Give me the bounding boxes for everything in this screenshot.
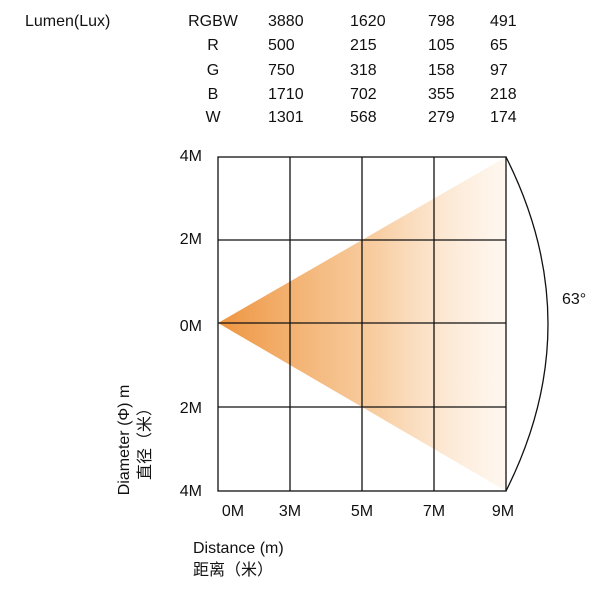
- row-label: G: [207, 62, 219, 79]
- table-title: Lumen(Lux): [25, 13, 110, 30]
- x-label: 3M: [279, 503, 301, 520]
- x-label: 0M: [222, 503, 244, 520]
- x-axis-title: Distance (m): [193, 540, 284, 557]
- y-axis-title-cn: 直径（米）: [136, 400, 154, 480]
- angle-label: 63°: [562, 291, 586, 308]
- y-label: 0M: [180, 318, 202, 335]
- lux-cell: 279: [428, 109, 455, 126]
- angle-arc: [505, 156, 549, 492]
- y-axis-title: Diameter (Φ) m: [116, 385, 133, 496]
- x-axis-title-cn: 距离（米）: [193, 561, 273, 579]
- axis-labels: 4M 2M 0M 2M 4M 0M 3M 5M 7M 9M: [180, 148, 514, 520]
- lux-cell: 3880: [268, 13, 304, 30]
- lux-cell: 174: [490, 109, 517, 126]
- y-label: 2M: [180, 231, 202, 248]
- lux-cell: 1710: [268, 86, 304, 103]
- lux-cell: 105: [428, 37, 455, 54]
- row-label: B: [208, 86, 219, 103]
- lux-cell: 798: [428, 13, 455, 30]
- row-label: RGBW: [188, 13, 239, 30]
- lux-cell: 1301: [268, 109, 304, 126]
- lux-table: RGBW 3880 1620 798 491 R 500 215 105 65 G 750 318 158…: [188, 13, 517, 126]
- x-label: 9M: [492, 503, 514, 520]
- x-label: 7M: [423, 503, 445, 520]
- y-label: 4M: [180, 483, 202, 500]
- x-label: 5M: [351, 503, 373, 520]
- lux-cell: 158: [428, 62, 455, 79]
- grid: [217, 156, 507, 492]
- lux-cell: 218: [490, 86, 517, 103]
- lux-cell: 568: [350, 109, 377, 126]
- row-label: W: [205, 109, 221, 126]
- lux-cell: 215: [350, 37, 377, 54]
- row-label: R: [207, 37, 219, 54]
- lux-cell: 500: [268, 37, 295, 54]
- lux-cell: 65: [490, 37, 508, 54]
- y-label: 2M: [180, 400, 202, 417]
- lux-cell: 750: [268, 62, 295, 79]
- y-label: 4M: [180, 148, 202, 165]
- lux-cell: 491: [490, 13, 517, 30]
- lux-cell: 355: [428, 86, 455, 103]
- lux-cell: 702: [350, 86, 377, 103]
- lux-cell: 1620: [350, 13, 386, 30]
- lux-cell: 318: [350, 62, 377, 79]
- lux-cell: 97: [490, 62, 508, 79]
